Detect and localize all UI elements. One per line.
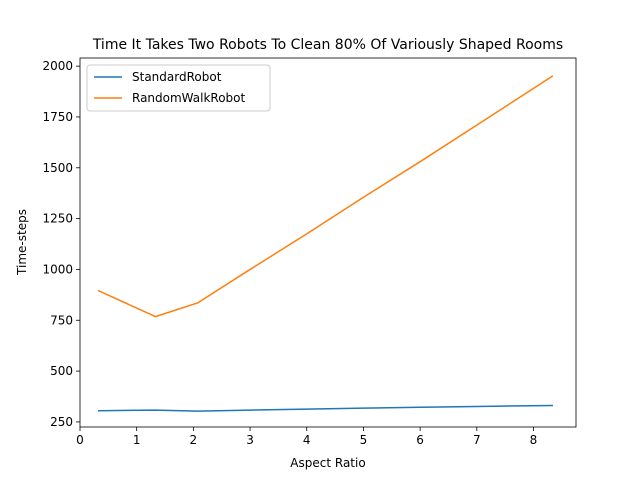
x-tick-label: 4 xyxy=(303,433,311,447)
y-tick-label: 1750 xyxy=(42,110,73,124)
y-tick-label: 1250 xyxy=(42,212,73,226)
x-tick-label: 2 xyxy=(190,433,198,447)
x-tick-label: 6 xyxy=(416,433,424,447)
plot-area xyxy=(79,57,577,428)
y-tick-label: 750 xyxy=(50,313,73,327)
series-line-standardrobot xyxy=(97,404,553,412)
x-tick-label: 0 xyxy=(76,433,84,447)
x-tick-label: 7 xyxy=(473,433,481,447)
y-tick-label: 500 xyxy=(50,364,73,378)
legend-frame xyxy=(86,64,271,112)
series-layer xyxy=(97,75,554,412)
y-tick-label: 2000 xyxy=(42,59,73,73)
axes-frame xyxy=(79,57,577,428)
x-axis-ticks: 0 1 2 3 4 5 6 7 8 xyxy=(76,427,537,447)
y-tick-label: 250 xyxy=(50,415,73,429)
y-tick-label: 1000 xyxy=(42,262,73,276)
chart-title: Time It Takes Two Robots To Clean 80% Of… xyxy=(92,37,563,53)
y-axis-ticks: 250 500 750 1000 1250 1500 1750 2000 xyxy=(42,59,80,429)
legend-label: StandardRobot xyxy=(132,70,222,84)
x-tick-label: 3 xyxy=(246,433,254,447)
legend: StandardRobot RandomWalkRobot xyxy=(86,64,271,112)
x-axis-label: Aspect Ratio xyxy=(290,456,365,470)
x-tick-label: 5 xyxy=(360,433,368,447)
x-tick-label: 1 xyxy=(133,433,141,447)
y-axis-label: Time-steps xyxy=(15,209,29,276)
series-line-randomwalkrobot xyxy=(97,75,554,318)
legend-label: RandomWalkRobot xyxy=(132,91,246,105)
y-tick-label: 1500 xyxy=(42,161,73,175)
x-tick-label: 8 xyxy=(530,433,538,447)
